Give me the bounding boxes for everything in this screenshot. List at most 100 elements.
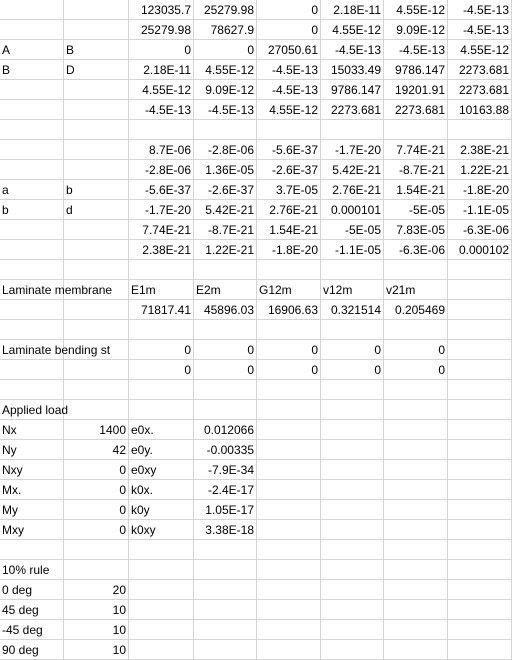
cell-r2-c4[interactable]: 78627.9 (194, 20, 257, 40)
cell-r29-c5[interactable] (257, 560, 321, 580)
cell-r4-c5[interactable]: -4.5E-13 (257, 60, 321, 80)
cell-r1-c8[interactable]: -4.5E-13 (448, 0, 512, 20)
cell-r7-c8[interactable] (448, 120, 512, 140)
cell-r26-c7[interactable] (384, 500, 448, 520)
cell-r12-c3[interactable]: 7.74E-21 (129, 220, 194, 240)
cell-r18-c6[interactable]: 0 (321, 340, 384, 360)
cell-r19-c5[interactable]: 0 (257, 360, 321, 380)
cell-r5-c7[interactable]: 19201.91 (384, 80, 448, 100)
cell-r33-c3[interactable] (129, 640, 194, 660)
cell-r31-c3[interactable] (129, 600, 194, 620)
cell-r1-c6[interactable]: 2.18E-11 (321, 0, 384, 20)
cell-r24-c2[interactable]: 0 (64, 460, 129, 480)
cell-r17-c4[interactable] (194, 320, 257, 340)
cell-r22-c5[interactable] (257, 420, 321, 440)
cell-r15-c8[interactable] (448, 280, 512, 300)
cell-r11-c1[interactable]: b (0, 200, 64, 220)
cell-r3-c5[interactable]: 27050.61 (257, 40, 321, 60)
cell-r10-c5[interactable]: 3.7E-05 (257, 180, 321, 200)
cell-r15-c3[interactable]: E1m (129, 280, 194, 300)
cell-r19-c6[interactable]: 0 (321, 360, 384, 380)
cell-r27-c8[interactable] (448, 520, 512, 540)
cell-r11-c3[interactable]: -1.7E-20 (129, 200, 194, 220)
cell-r23-c2[interactable]: 42 (64, 440, 129, 460)
cell-r7-c3[interactable] (129, 120, 194, 140)
cell-r17-c6[interactable] (321, 320, 384, 340)
cell-r3-c4[interactable]: 0 (194, 40, 257, 60)
cell-r31-c4[interactable] (194, 600, 257, 620)
cell-r27-c4[interactable]: 3.38E-18 (194, 520, 257, 540)
cell-r31-c1[interactable]: 45 deg (0, 600, 64, 620)
cell-r26-c1[interactable]: My (0, 500, 64, 520)
cell-r7-c7[interactable] (384, 120, 448, 140)
cell-r32-c4[interactable] (194, 620, 257, 640)
cell-r3-c3[interactable]: 0 (129, 40, 194, 60)
cell-r27-c2[interactable]: 0 (64, 520, 129, 540)
cell-r9-c3[interactable]: -2.8E-06 (129, 160, 194, 180)
cell-r24-c3[interactable]: e0xy (129, 460, 194, 480)
cell-r28-c7[interactable] (384, 540, 448, 560)
cell-r20-c7[interactable] (384, 380, 448, 400)
cell-r29-c6[interactable] (321, 560, 384, 580)
cell-r24-c8[interactable] (448, 460, 512, 480)
cell-r18-c8[interactable] (448, 340, 512, 360)
cell-r4-c1[interactable]: B (0, 60, 64, 80)
cell-r2-c3[interactable]: 25279.98 (129, 20, 194, 40)
cell-r11-c6[interactable]: 0.000101 (321, 200, 384, 220)
cell-r14-c1[interactable] (0, 260, 64, 280)
cell-r28-c5[interactable] (257, 540, 321, 560)
cell-r12-c8[interactable]: -6.3E-06 (448, 220, 512, 240)
cell-r29-c7[interactable] (384, 560, 448, 580)
cell-r30-c3[interactable] (129, 580, 194, 600)
cell-r2-c6[interactable]: 4.55E-12 (321, 20, 384, 40)
cell-r21-c8[interactable] (448, 400, 512, 420)
cell-r13-c7[interactable]: -6.3E-06 (384, 240, 448, 260)
cell-r20-c3[interactable] (129, 380, 194, 400)
cell-r1-c3[interactable]: 123035.7 (129, 0, 194, 20)
cell-r32-c2[interactable]: 10 (64, 620, 129, 640)
cell-r25-c7[interactable] (384, 480, 448, 500)
cell-r26-c3[interactable]: k0y (129, 500, 194, 520)
cell-r13-c3[interactable]: 2.38E-21 (129, 240, 194, 260)
cell-r9-c6[interactable]: 5.42E-21 (321, 160, 384, 180)
cell-r16-c3[interactable]: 71817.41 (129, 300, 194, 320)
cell-r18-c3[interactable]: 0 (129, 340, 194, 360)
cell-r21-c1[interactable]: Applied load (0, 400, 68, 420)
cell-r32-c7[interactable] (384, 620, 448, 640)
cell-r18-c2[interactable] (64, 340, 129, 360)
cell-r30-c2[interactable]: 20 (64, 580, 129, 600)
cell-r6-c4[interactable]: -4.5E-13 (194, 100, 257, 120)
cell-r4-c7[interactable]: 9786.147 (384, 60, 448, 80)
cell-r29-c1[interactable]: 10% rule (0, 560, 64, 580)
cell-r3-c6[interactable]: -4.5E-13 (321, 40, 384, 60)
cell-r16-c5[interactable]: 16906.63 (257, 300, 321, 320)
cell-r8-c6[interactable]: -1.7E-20 (321, 140, 384, 160)
cell-r19-c4[interactable]: 0 (194, 360, 257, 380)
cell-r10-c6[interactable]: 2.76E-21 (321, 180, 384, 200)
cell-r31-c2[interactable]: 10 (64, 600, 129, 620)
cell-r20-c8[interactable] (448, 380, 512, 400)
cell-r26-c8[interactable] (448, 500, 512, 520)
cell-r16-c1[interactable] (0, 300, 64, 320)
cell-r28-c2[interactable] (64, 540, 129, 560)
cell-r19-c1[interactable] (0, 360, 64, 380)
cell-r14-c6[interactable] (321, 260, 384, 280)
cell-r7-c1[interactable] (0, 120, 64, 140)
cell-r8-c7[interactable]: 7.74E-21 (384, 140, 448, 160)
cell-r23-c7[interactable] (384, 440, 448, 460)
cell-r11-c7[interactable]: -5E-05 (384, 200, 448, 220)
cell-r19-c7[interactable]: 0 (384, 360, 448, 380)
cell-r11-c4[interactable]: 5.42E-21 (194, 200, 257, 220)
cell-r16-c7[interactable]: 0.205469 (384, 300, 448, 320)
cell-r24-c6[interactable] (321, 460, 384, 480)
cell-r29-c3[interactable] (129, 560, 194, 580)
cell-r5-c4[interactable]: 9.09E-12 (194, 80, 257, 100)
cell-r25-c4[interactable]: -2.4E-17 (194, 480, 257, 500)
cell-r3-c7[interactable]: -4.5E-13 (384, 40, 448, 60)
cell-r4-c3[interactable]: 2.18E-11 (129, 60, 194, 80)
cell-r7-c4[interactable] (194, 120, 257, 140)
cell-r26-c4[interactable]: 1.05E-17 (194, 500, 257, 520)
cell-r26-c2[interactable]: 0 (64, 500, 129, 520)
cell-r27-c7[interactable] (384, 520, 448, 540)
cell-r10-c1[interactable]: a (0, 180, 64, 200)
